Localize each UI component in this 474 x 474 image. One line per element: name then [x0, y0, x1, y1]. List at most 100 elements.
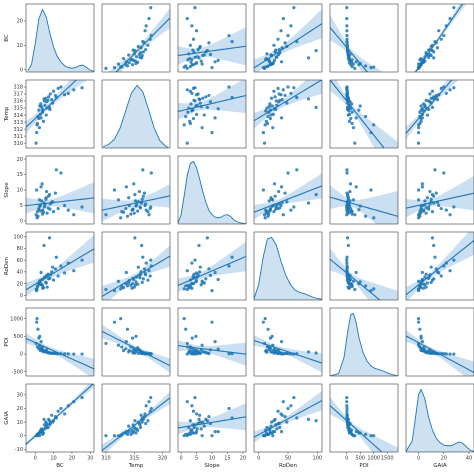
data-point [132, 58, 136, 62]
data-point [202, 424, 206, 428]
data-point [261, 188, 265, 192]
data-point [439, 206, 443, 211]
data-point [140, 280, 144, 285]
data-point [264, 109, 268, 113]
data-point [62, 412, 67, 416]
data-point [345, 406, 349, 411]
panel-frame [329, 307, 399, 377]
x-tick-label: 500 [355, 456, 365, 462]
data-point [39, 185, 43, 189]
regression-line [414, 4, 464, 72]
regression-line [254, 23, 322, 69]
panel-temp-vs-roden [253, 79, 323, 149]
data-point [190, 431, 194, 435]
data-point [279, 116, 284, 120]
data-point [191, 409, 196, 413]
data-point [372, 434, 376, 438]
data-point [364, 114, 368, 119]
data-point [416, 123, 421, 127]
y-tick-label: 20 [17, 19, 23, 25]
data-point [201, 96, 205, 100]
data-point [416, 287, 421, 291]
data-point [269, 113, 273, 117]
data-point [40, 182, 44, 186]
data-point [59, 171, 63, 175]
data-point [197, 56, 201, 60]
y-tick-label: 0 [20, 67, 23, 73]
data-point [427, 207, 431, 211]
data-point [424, 272, 428, 276]
panel-content [254, 168, 322, 220]
data-point [50, 270, 54, 274]
panel-bc-vs-temp [101, 3, 171, 73]
data-point [345, 171, 349, 175]
data-point [39, 340, 43, 344]
data-point [354, 270, 358, 275]
data-point [418, 212, 422, 216]
data-point [346, 97, 350, 101]
panel-gaia-vs-bc: -10 0 10 20 30 0 10 20 30 [15, 383, 95, 462]
data-point [193, 396, 197, 400]
data-point [125, 327, 130, 331]
y-tick-label: 311 [13, 134, 23, 140]
data-point [133, 49, 137, 53]
data-point [35, 320, 39, 324]
data-point [144, 404, 148, 408]
panel-bc-vs-bc: 0 10 20 [17, 3, 95, 73]
data-point [133, 351, 137, 355]
x-tick-label: 0 [257, 456, 260, 462]
data-point [444, 352, 448, 356]
panel-gaia-vs-slope: 0 5 10 15 20 [177, 383, 247, 462]
data-point [346, 113, 350, 117]
regression-line [26, 248, 94, 291]
x-tick-label: 20 [69, 456, 75, 462]
panel-gaia-vs-poi: 0 500 1000 1500 [329, 383, 399, 462]
data-point [227, 406, 231, 411]
data-point [306, 350, 311, 354]
data-point [420, 185, 424, 189]
data-point [275, 55, 279, 59]
data-point [72, 213, 76, 217]
data-point [190, 108, 194, 112]
data-point [188, 43, 192, 47]
data-point [42, 350, 46, 354]
confidence-band [406, 80, 459, 140]
data-point [210, 130, 214, 135]
y-tick-label: 312 [13, 127, 23, 133]
data-point [420, 182, 424, 186]
data-point [35, 188, 39, 192]
data-point [195, 427, 199, 431]
data-point [116, 279, 121, 283]
data-point [286, 171, 290, 175]
data-point [193, 86, 197, 90]
y-tick-label: 60 [17, 258, 23, 264]
panel-frame [253, 79, 323, 149]
panel-poi-vs-gaia [405, 307, 474, 377]
data-point [419, 208, 423, 212]
y-tick-label: 20 [17, 406, 23, 412]
data-point [268, 116, 273, 121]
data-point [349, 116, 353, 121]
panel-content [254, 80, 322, 145]
confidence-band [413, 4, 467, 72]
data-point [204, 95, 208, 99]
data-point [357, 208, 361, 212]
y-tick-label: 0 [20, 293, 23, 299]
data-point [127, 196, 131, 200]
regression-line [178, 255, 246, 286]
panel-slope-vs-temp [101, 155, 171, 225]
data-point [278, 425, 282, 430]
data-point [51, 265, 55, 269]
data-point [45, 285, 49, 289]
data-point [348, 52, 352, 57]
data-point [424, 206, 428, 210]
data-point [182, 287, 186, 291]
data-point [265, 106, 269, 110]
data-point [134, 61, 138, 66]
data-point [136, 351, 140, 355]
data-point [227, 85, 231, 89]
y-tick-label: 20 [17, 157, 23, 163]
data-point [134, 431, 138, 435]
data-point [198, 420, 202, 424]
